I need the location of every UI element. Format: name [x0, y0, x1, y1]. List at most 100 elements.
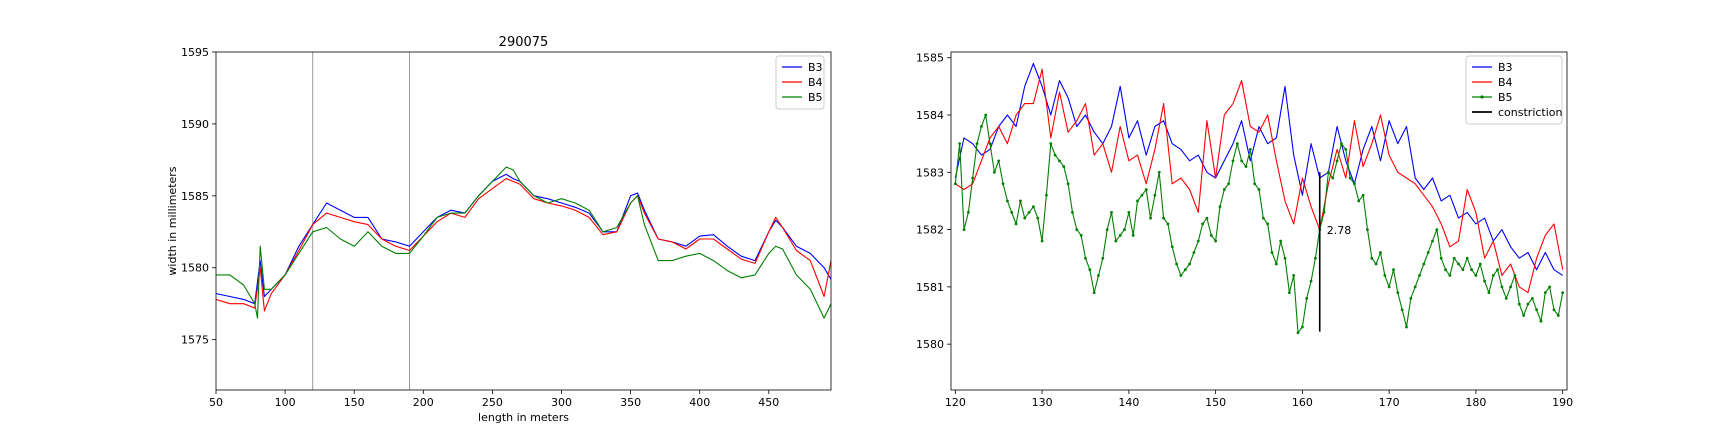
series-point-B5: [1183, 268, 1187, 272]
series-point-B5: [984, 113, 988, 117]
x-tick-label: 130: [1032, 396, 1053, 409]
series-point-B5: [1170, 245, 1174, 249]
series-point-B5: [1331, 176, 1335, 180]
series-group: [216, 166, 831, 319]
series-point-B5: [1058, 159, 1061, 163]
series-point-B5: [1166, 222, 1170, 226]
series-point-B5: [1526, 302, 1530, 306]
x-tick-label: 100: [275, 396, 296, 409]
series-point-B5: [1561, 291, 1565, 295]
series-point-B5: [1552, 308, 1556, 312]
x-tick-label: 120: [945, 396, 966, 409]
series-point-B5: [1422, 262, 1426, 266]
chart-left: 50 100 150 200 250 300 350 400 450 1575 1580 1585 15…: [166, 35, 832, 424]
y-tick-label: 1582: [916, 224, 944, 237]
series-point-B5: [1014, 222, 1018, 226]
series-point-B5: [1296, 331, 1300, 335]
series-point-B5: [1483, 279, 1486, 283]
series-point-B5: [1222, 188, 1226, 191]
series-point-B5: [1539, 319, 1543, 323]
x-tick-label: 50: [209, 396, 223, 409]
series-point-B5: [1374, 262, 1378, 266]
series-point-B5: [1010, 211, 1014, 214]
series-point-B5: [1400, 308, 1404, 312]
series-point-B5: [1131, 233, 1135, 237]
legend-label-B3: B3: [808, 61, 823, 74]
x-tick-label: 150: [344, 396, 365, 409]
x-tick-label: 150: [1205, 396, 1226, 409]
series-point-B5: [953, 182, 957, 186]
legend-label-B4: B4: [808, 76, 823, 89]
y-tick-label: 1580: [916, 338, 944, 351]
series-point-B5: [1235, 142, 1239, 146]
series-point-B5: [1543, 291, 1547, 295]
series-point-B5: [966, 211, 970, 214]
series-point-B5: [971, 176, 975, 180]
series-point-B5: [1509, 285, 1513, 289]
series-point-B5: [1435, 228, 1439, 231]
x-tick-label: 350: [620, 396, 641, 409]
series-point-B5: [1313, 256, 1317, 260]
series-point-B5: [1413, 285, 1417, 289]
series-line-B4: [216, 178, 831, 312]
legend-box: [1465, 55, 1563, 125]
series-point-B5: [1092, 291, 1096, 295]
constriction-label: 2.78: [1327, 224, 1352, 237]
legend-marker-B5: [1480, 95, 1484, 99]
legend: B3 B4 B5 constriction: [1465, 55, 1563, 125]
series-point-B5: [1461, 268, 1465, 272]
series-point-B5: [1001, 182, 1005, 186]
series-point-B5: [1478, 262, 1482, 266]
series-point-B5: [1396, 291, 1400, 295]
series-point-B5: [1101, 256, 1105, 260]
y-tick-label: 1595: [181, 46, 209, 59]
series-point-B5: [1196, 239, 1200, 243]
series-point-B5: [1079, 233, 1083, 237]
series-point-B5: [1309, 279, 1313, 283]
series-point-B5: [1175, 262, 1178, 266]
series-point-B5: [1548, 285, 1552, 289]
series-point-B5: [1084, 256, 1087, 260]
series-point-B5: [988, 142, 992, 146]
series-point-B5: [1322, 211, 1326, 214]
legend-label-B5: B5: [808, 91, 823, 104]
series-point-B5: [1344, 147, 1348, 151]
series-point-B5: [1457, 262, 1460, 266]
x-tick-label: 180: [1465, 396, 1486, 409]
series-point-B5: [1465, 256, 1469, 260]
x-tick-label: 400: [689, 396, 710, 409]
y-tick-label: 1581: [916, 281, 944, 294]
legend-label-B4: B4: [1498, 76, 1513, 89]
chart-right: 2.78 120 130 140 150 160 170 180 190 1580 1581 1582…: [916, 51, 1573, 409]
plot-area: [216, 52, 831, 390]
series-point-B5: [1019, 199, 1022, 203]
y-tick-label: 1590: [181, 118, 209, 131]
series-point-B5: [1491, 274, 1495, 277]
series-point-B5: [997, 159, 1001, 163]
series-point-B5: [1556, 314, 1560, 317]
y-tick-label: 1585: [181, 190, 209, 203]
series-point-B5: [1005, 199, 1009, 203]
series-point-B5: [1192, 251, 1196, 254]
series-point-B5: [979, 125, 983, 128]
series-point-B5: [1487, 291, 1491, 295]
series-point-B5: [1517, 302, 1521, 306]
x-tick-label: 250: [482, 396, 503, 409]
series-point-B5: [1088, 268, 1092, 272]
series-group: [953, 62, 1565, 335]
y-tick-label: 1575: [181, 334, 209, 347]
series-point-B5: [1409, 296, 1413, 300]
x-tick-label: 450: [758, 396, 779, 409]
series-point-B5: [1244, 165, 1248, 168]
plot-area: [951, 52, 1567, 390]
series-point-B5: [1439, 256, 1443, 260]
series-point-B5: [1066, 182, 1070, 186]
series-point-B5: [1023, 216, 1027, 220]
series-point-B5: [1500, 285, 1504, 289]
series-point-B5: [1075, 228, 1079, 231]
series-point-B5: [1357, 199, 1361, 203]
series-point-B5: [1157, 170, 1161, 174]
series-point-B5: [975, 142, 979, 146]
series-point-B5: [1335, 159, 1339, 163]
series-point-B5: [1387, 285, 1391, 289]
